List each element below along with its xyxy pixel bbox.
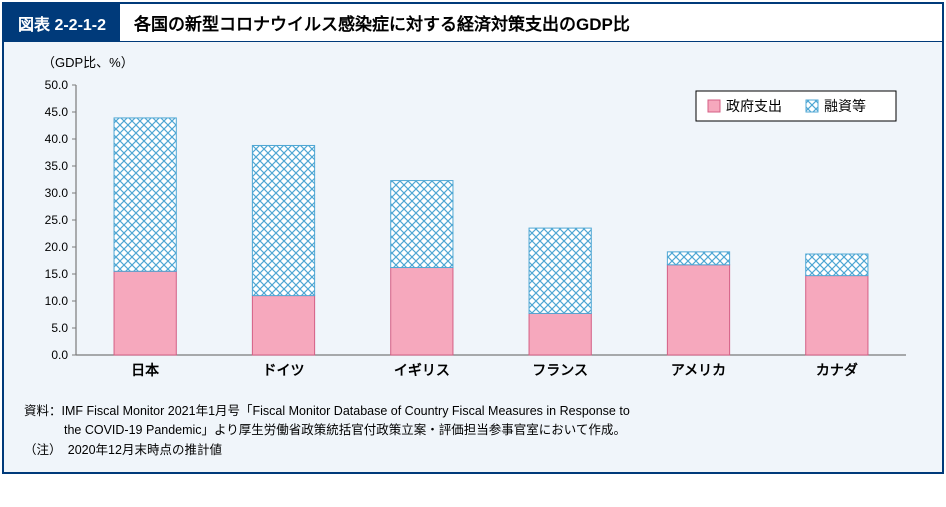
source-line-2: the COVID-19 Pandemic」より厚生労働省政策統括官付政策立案・…	[24, 421, 922, 440]
y-tick-label: 10.0	[45, 294, 69, 308]
y-tick-label: 15.0	[45, 267, 69, 281]
bar-gov	[529, 313, 591, 355]
figure-container: 図表 2-2-1-2 各国の新型コロナウイルス感染症に対する経済対策支出のGDP…	[2, 2, 944, 474]
legend-label-gov: 政府支出	[726, 98, 782, 114]
legend-label-finance: 融資等	[824, 98, 866, 114]
category-label: アメリカ	[671, 362, 726, 378]
y-tick-label: 35.0	[45, 159, 69, 173]
category-label: カナダ	[816, 362, 858, 378]
category-label: 日本	[131, 362, 160, 378]
legend: 政府支出 融資等	[696, 91, 896, 121]
y-tick-label: 25.0	[45, 213, 69, 227]
y-axis-label: （GDP比、%）	[42, 52, 922, 71]
category-label: ドイツ	[263, 362, 305, 378]
chart-body: （GDP比、%） 0.0 5.0 10.0 15.0 20.0 25.0 30.0 35.0 4…	[4, 42, 942, 472]
bar-chart: 0.0 5.0 10.0 15.0 20.0 25.0 30.0 35.0 40.0 45.0 50…	[24, 77, 924, 387]
y-tick-label: 0.0	[51, 348, 68, 362]
y-tick-label: 5.0	[51, 321, 68, 335]
source-line-1: 資料：IMF Fiscal Monitor 2021年1月号「Fiscal Mo…	[24, 402, 922, 421]
bar-finance	[114, 118, 176, 271]
bar-finance	[806, 254, 868, 276]
y-tick-label: 45.0	[45, 105, 69, 119]
bar-gov	[252, 296, 314, 355]
bar-finance	[391, 181, 453, 268]
figure-title: 各国の新型コロナウイルス感染症に対する経済対策支出のGDP比	[120, 4, 942, 41]
bar-gov	[114, 271, 176, 355]
category-label: イギリス	[394, 362, 450, 378]
y-tick-label: 50.0	[45, 78, 69, 92]
figure-header: 図表 2-2-1-2 各国の新型コロナウイルス感染症に対する経済対策支出のGDP…	[4, 4, 942, 42]
bar-finance	[529, 228, 591, 313]
bar-gov	[667, 265, 729, 355]
y-tick-label: 30.0	[45, 186, 69, 200]
y-tick-label: 40.0	[45, 132, 69, 146]
category-label: フランス	[532, 362, 588, 378]
figure-number: 図表 2-2-1-2	[4, 4, 120, 41]
y-tick-label: 20.0	[45, 240, 69, 254]
footnotes: 資料：IMF Fiscal Monitor 2021年1月号「Fiscal Mo…	[24, 402, 922, 460]
bar-gov	[806, 276, 868, 355]
bar-finance	[252, 145, 314, 295]
bar-finance	[667, 252, 729, 265]
bar-gov	[391, 268, 453, 355]
chart-wrap: 0.0 5.0 10.0 15.0 20.0 25.0 30.0 35.0 40.0 45.0 50…	[24, 77, 922, 392]
note-line: （注） 2020年12月末時点の推計値	[24, 441, 922, 460]
